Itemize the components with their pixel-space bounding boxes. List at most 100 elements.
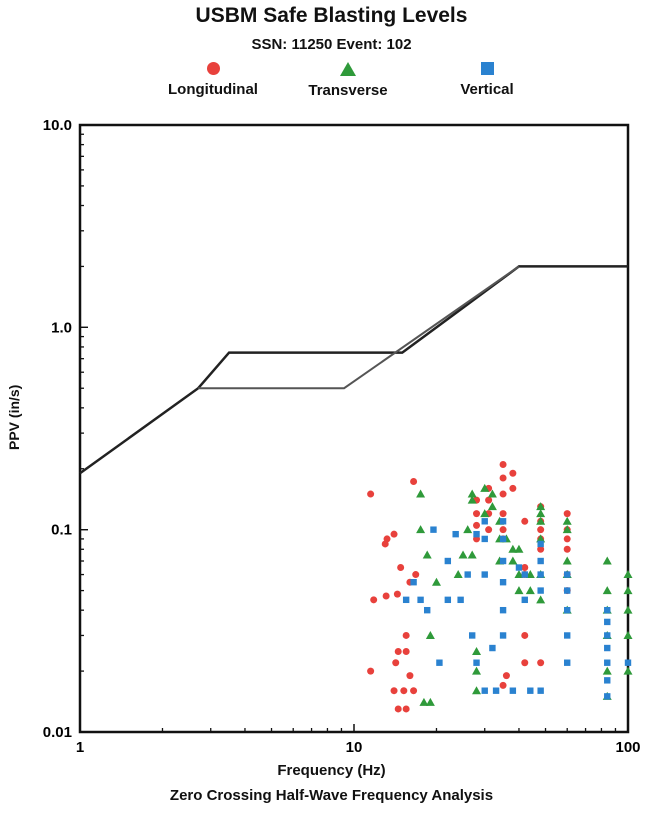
point-longitudinal	[521, 659, 529, 667]
point-transverse	[480, 509, 490, 518]
point-vertical	[499, 535, 507, 543]
point-transverse	[602, 666, 612, 675]
point-transverse	[431, 577, 441, 586]
point-transverse	[514, 586, 524, 595]
point-transverse	[562, 556, 572, 565]
legend-square-marker	[480, 62, 494, 75]
point-transverse	[514, 544, 524, 553]
point-longitudinal	[412, 571, 420, 579]
point-longitudinal	[406, 672, 414, 680]
point-transverse	[525, 586, 535, 595]
point-vertical	[564, 659, 571, 666]
point-vertical	[564, 606, 571, 614]
point-transverse	[508, 544, 518, 553]
point-longitudinal	[509, 469, 517, 477]
limit-line-upper	[79, 265, 628, 475]
point-vertical	[468, 632, 476, 639]
point-vertical	[537, 687, 544, 694]
point-transverse	[536, 516, 546, 525]
point-transverse	[463, 525, 473, 534]
point-vertical	[444, 557, 452, 565]
point-vertical	[604, 644, 611, 652]
point-transverse	[623, 630, 633, 639]
legend-item-longitudinal: Longitudinal	[148, 62, 278, 98]
y-tick-label: 0.01	[43, 724, 72, 741]
point-vertical	[604, 677, 611, 684]
point-vertical	[473, 530, 480, 538]
point-vertical	[499, 606, 507, 614]
point-vertical	[509, 687, 517, 694]
point-vertical	[564, 587, 571, 594]
point-transverse	[508, 556, 518, 565]
x-tick-label: 100	[615, 739, 640, 756]
point-vertical	[481, 518, 488, 525]
chart-title: USBM Safe Blasting Levels	[195, 4, 468, 27]
point-longitudinal	[410, 478, 418, 486]
point-longitudinal	[509, 484, 517, 492]
point-longitudinal	[370, 596, 378, 604]
point-vertical	[604, 632, 611, 639]
y-tick-label: 0.1	[51, 522, 72, 539]
point-longitudinal	[392, 659, 400, 667]
point-transverse	[536, 534, 546, 543]
point-vertical	[537, 571, 544, 578]
point-transverse	[425, 697, 435, 706]
point-transverse	[525, 570, 535, 579]
point-longitudinal	[382, 592, 390, 600]
point-vertical	[521, 596, 528, 604]
legend-label-vertical: Vertical	[460, 81, 514, 98]
point-longitudinal	[537, 526, 545, 534]
point-vertical	[481, 687, 488, 694]
point-longitudinal	[400, 687, 408, 695]
point-vertical	[492, 687, 500, 694]
point-longitudinal	[502, 672, 510, 680]
point-vertical	[624, 659, 632, 666]
point-longitudinal	[521, 564, 529, 572]
point-vertical	[417, 596, 424, 604]
point-vertical	[473, 659, 480, 666]
point-vertical	[527, 687, 534, 694]
point-transverse	[623, 605, 633, 614]
point-longitudinal	[499, 474, 507, 482]
y-tick-label: 10.0	[43, 117, 72, 134]
point-longitudinal	[499, 490, 507, 498]
point-longitudinal	[383, 535, 391, 543]
point-transverse	[422, 550, 432, 559]
point-vertical	[604, 659, 611, 666]
point-longitudinal	[367, 490, 375, 498]
point-vertical	[604, 618, 611, 626]
point-longitudinal	[397, 564, 405, 572]
point-vertical	[499, 518, 507, 525]
point-transverse	[472, 666, 482, 675]
y-axis-label: PPV (in/s)	[6, 384, 22, 450]
legend-triangle-marker	[340, 62, 356, 76]
point-longitudinal	[485, 496, 493, 504]
point-longitudinal	[473, 510, 481, 518]
point-vertical	[537, 587, 544, 594]
point-longitudinal	[402, 631, 410, 639]
point-vertical	[564, 632, 571, 639]
point-transverse	[623, 666, 633, 675]
limit-line-lower	[198, 265, 520, 390]
point-transverse	[623, 586, 633, 595]
point-vertical	[499, 578, 507, 586]
point-longitudinal	[402, 647, 410, 655]
point-vertical	[424, 606, 431, 614]
x-tick-label: 1	[76, 739, 84, 756]
point-vertical	[537, 557, 544, 565]
point-transverse	[472, 646, 482, 655]
point-transverse	[514, 570, 524, 579]
point-longitudinal	[563, 510, 571, 518]
point-transverse	[536, 509, 546, 518]
point-transverse	[487, 489, 497, 498]
point-vertical	[521, 571, 528, 578]
point-transverse	[480, 483, 490, 492]
point-transverse	[536, 502, 546, 511]
point-longitudinal	[390, 530, 398, 538]
point-vertical	[452, 530, 459, 538]
point-transverse	[467, 495, 477, 504]
point-vertical	[410, 578, 417, 586]
point-transverse	[602, 586, 612, 595]
point-longitudinal	[537, 659, 545, 667]
point-longitudinal	[394, 647, 402, 655]
